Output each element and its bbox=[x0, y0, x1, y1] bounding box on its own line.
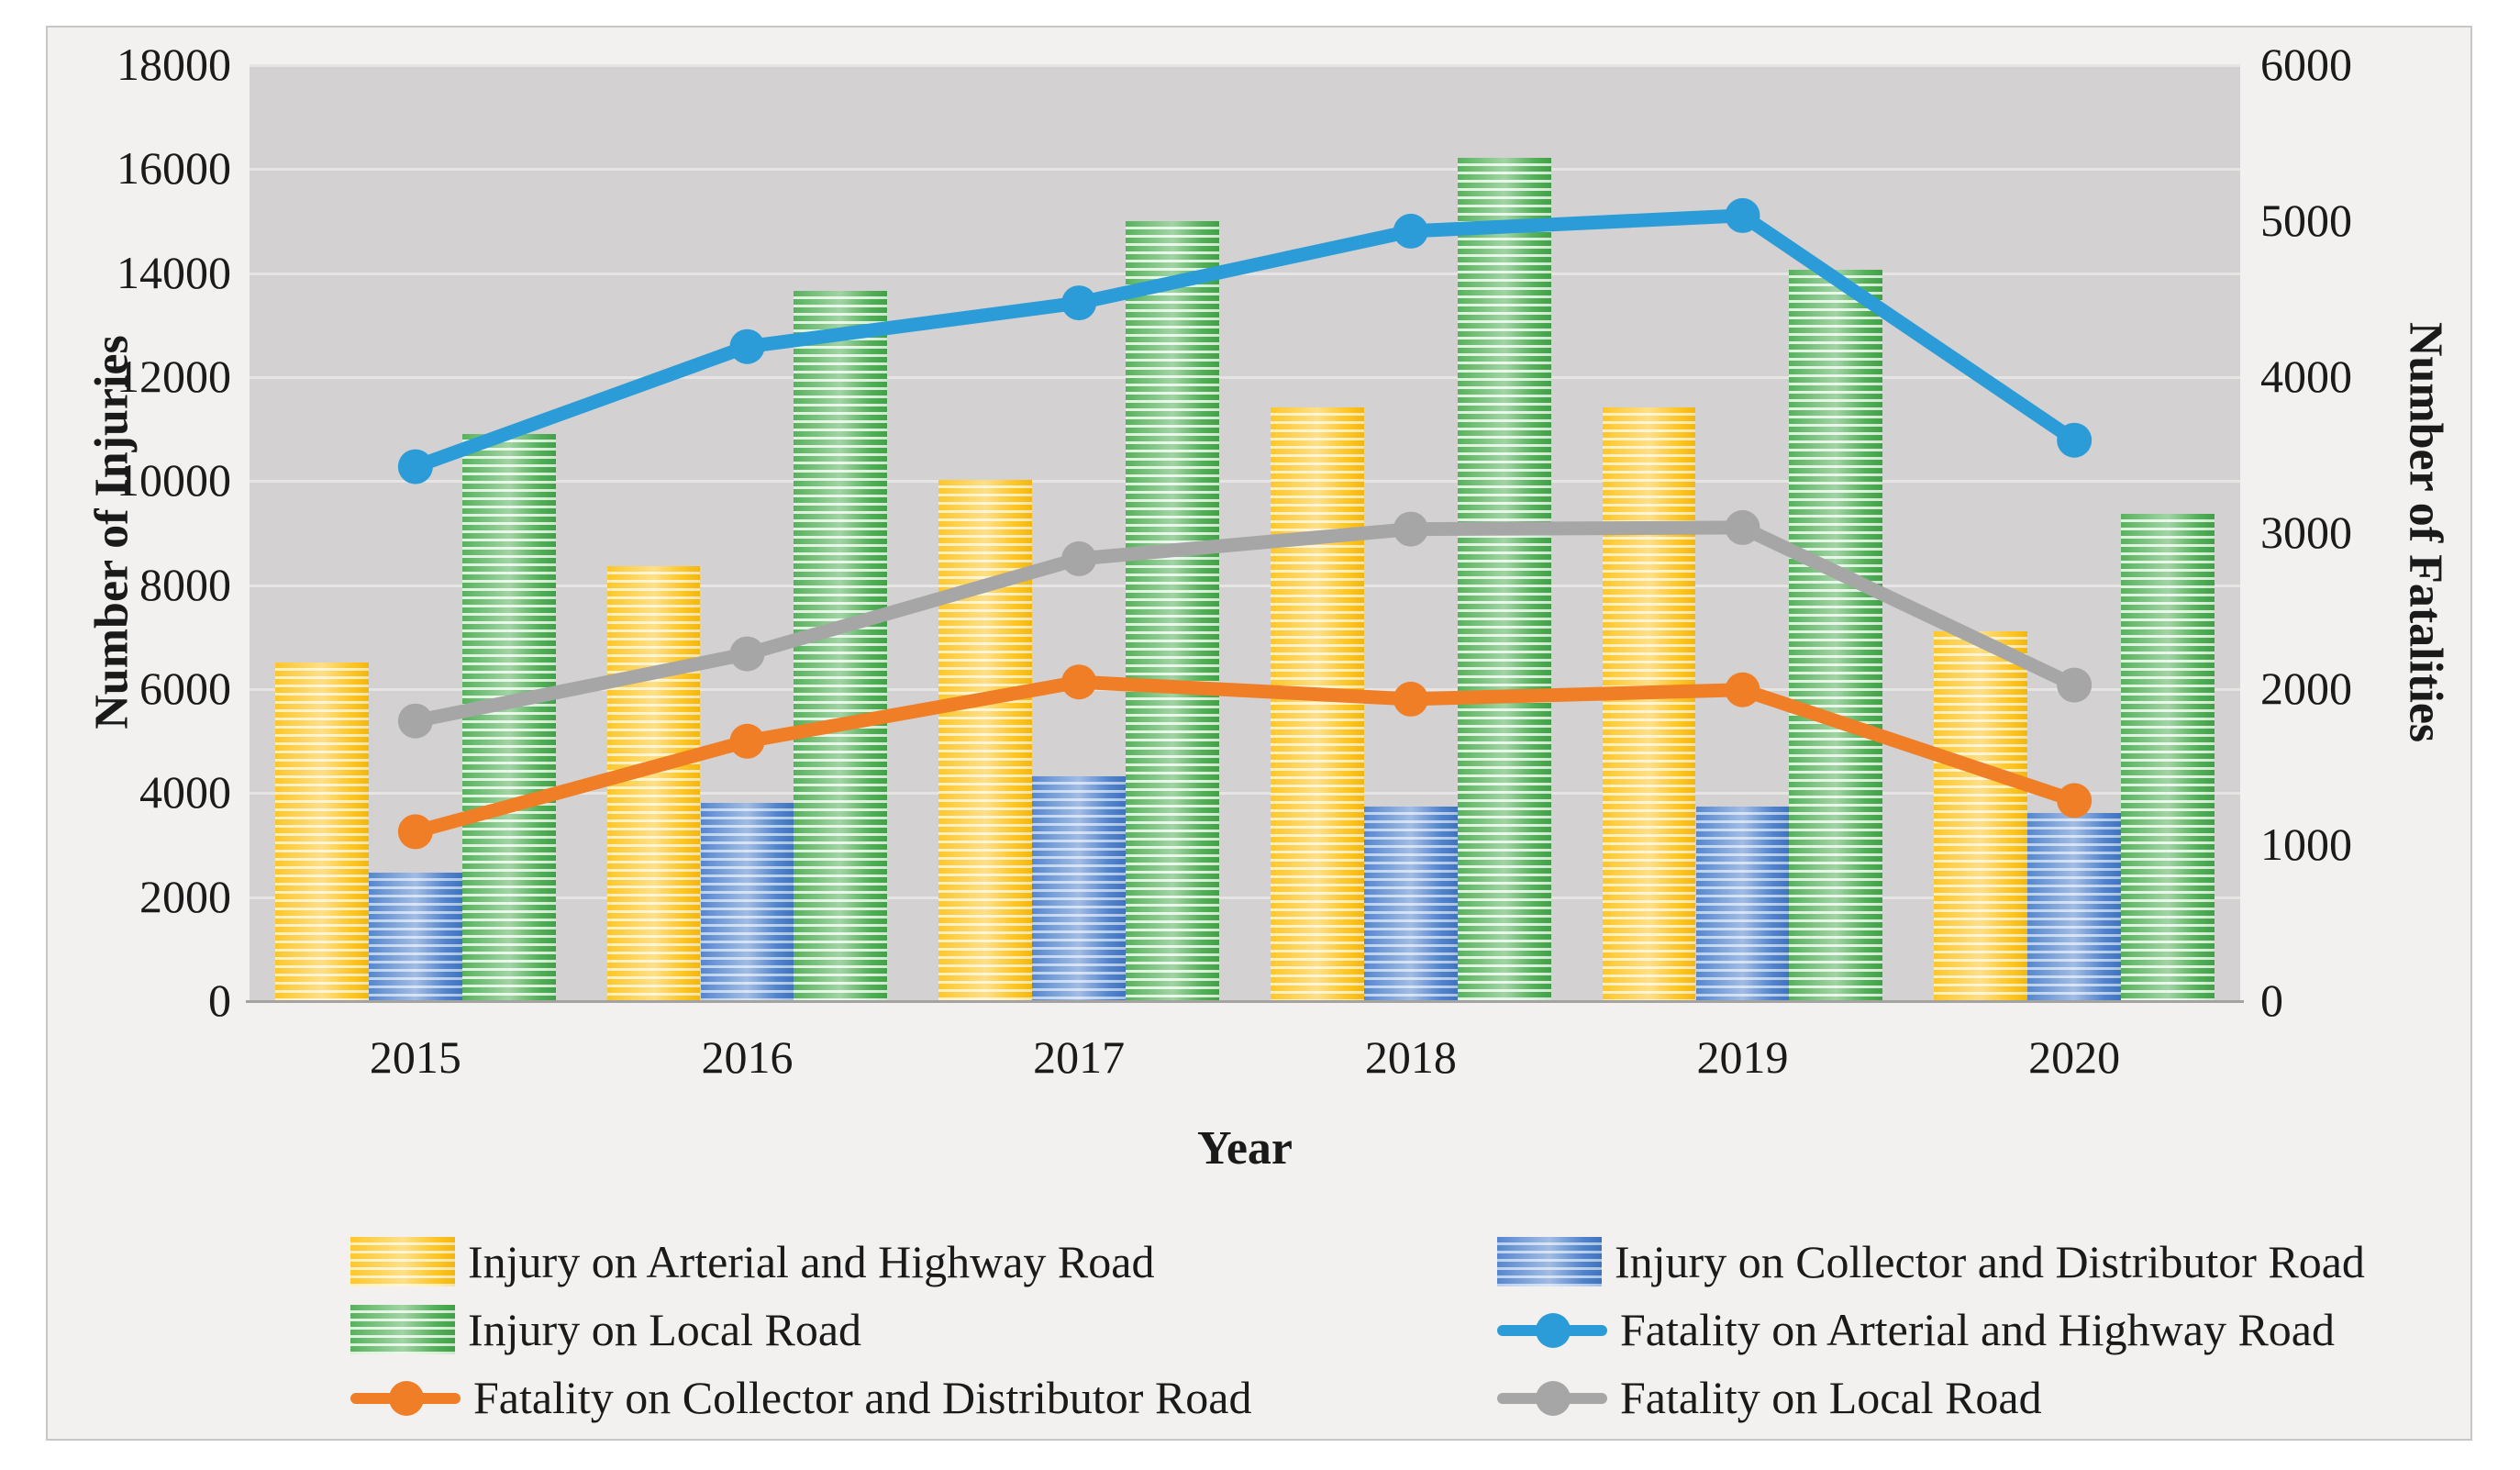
bar-injury-on-collector-and-distributor-road-2020 bbox=[2027, 813, 2122, 1000]
xtick-2017: 2017 bbox=[1033, 1031, 1126, 1083]
legend-column-right: Injury on Collector and Distributor Road… bbox=[1497, 1228, 2365, 1431]
point-fatality-on-collector-and-distributor-road-2019 bbox=[1725, 672, 1760, 707]
legend-item-injury-on-local-road: Injury on Local Road bbox=[350, 1296, 1252, 1364]
legend-label-injury-on-local-road: Injury on Local Road bbox=[468, 1304, 862, 1355]
point-fatality-on-arterial-and-highway-road-2018 bbox=[1393, 213, 1428, 249]
bar-injury-on-arterial-and-highway-road-2020 bbox=[1934, 630, 2028, 1000]
legend-item-injury-on-arterial-and-highway-road: Injury on Arterial and Highway Road bbox=[350, 1228, 1252, 1296]
point-fatality-on-local-road-2017 bbox=[1061, 540, 1097, 576]
bar-injury-on-collector-and-distributor-road-2015 bbox=[368, 873, 462, 1000]
bar-injury-on-collector-and-distributor-road-2018 bbox=[1363, 807, 1458, 1000]
xtick-2019: 2019 bbox=[1696, 1031, 1789, 1083]
left-ytick-2000: 2000 bbox=[139, 870, 231, 922]
point-fatality-on-local-road-2019 bbox=[1725, 509, 1760, 545]
legend-line-marker-fatality-on-arterial-and-highway-road-icon bbox=[1497, 1305, 1607, 1354]
bar-injury-on-local-road-2015 bbox=[461, 434, 556, 1000]
point-fatality-on-local-road-2016 bbox=[729, 636, 765, 672]
point-fatality-on-collector-and-distributor-road-2018 bbox=[1393, 681, 1428, 717]
left-ytick-18000: 18000 bbox=[117, 39, 231, 90]
right-ytick-2000: 2000 bbox=[2260, 663, 2352, 714]
legend-line-marker-fatality-on-collector-and-distributor-road-icon bbox=[350, 1373, 461, 1422]
point-fatality-on-local-road-2015 bbox=[397, 703, 433, 739]
line-fatality-on-local-road bbox=[408, 520, 2081, 729]
legend-label-fatality-on-arterial-and-highway-road: Fatality on Arterial and Highway Road bbox=[1620, 1304, 2336, 1355]
right-ytick-1000: 1000 bbox=[2260, 819, 2352, 870]
bar-injury-on-collector-and-distributor-road-2017 bbox=[1032, 776, 1127, 1000]
point-fatality-on-collector-and-distributor-road-2020 bbox=[2057, 783, 2093, 819]
legend-swatch-injury-on-local-road-icon bbox=[350, 1305, 455, 1354]
left-ytick-6000: 6000 bbox=[139, 663, 231, 714]
legend-item-fatality-on-collector-and-distributor-road: Fatality on Collector and Distributor Ro… bbox=[350, 1364, 1252, 1431]
right-ytick-6000: 6000 bbox=[2260, 39, 2352, 90]
left-ytick-16000: 16000 bbox=[117, 142, 231, 195]
legend-label-fatality-on-collector-and-distributor-road: Fatality on Collector and Distributor Ro… bbox=[473, 1372, 1252, 1423]
x-axis-line bbox=[246, 1000, 2244, 1003]
gridline-18000 bbox=[250, 64, 2240, 67]
legend-swatch-injury-on-collector-and-distributor-road-icon bbox=[1497, 1237, 1602, 1286]
bar-injury-on-arterial-and-highway-road-2016 bbox=[606, 565, 701, 1000]
point-fatality-on-arterial-and-highway-road-2020 bbox=[2057, 422, 2093, 458]
legend-item-fatality-on-local-road: Fatality on Local Road bbox=[1497, 1364, 2365, 1431]
legend-column-left: Injury on Arterial and Highway Road Injur… bbox=[350, 1228, 1252, 1431]
xtick-2018: 2018 bbox=[1364, 1031, 1457, 1083]
bar-injury-on-local-road-2016 bbox=[794, 290, 888, 1000]
x-axis-title: Year bbox=[1197, 1122, 1293, 1175]
bar-injury-on-arterial-and-highway-road-2017 bbox=[938, 480, 1033, 1000]
legend-label-fatality-on-local-road: Fatality on Local Road bbox=[1620, 1372, 2042, 1423]
left-ytick-10000: 10000 bbox=[117, 454, 231, 507]
bar-injury-on-local-road-2019 bbox=[1789, 269, 1883, 1000]
point-fatality-on-local-road-2018 bbox=[1393, 511, 1428, 547]
legend-swatch-injury-on-arterial-and-highway-road-icon bbox=[350, 1237, 455, 1286]
gridline-8000 bbox=[250, 584, 2240, 587]
point-fatality-on-collector-and-distributor-road-2016 bbox=[729, 723, 765, 759]
bar-injury-on-local-road-2018 bbox=[1457, 158, 1551, 1000]
left-ytick-8000: 8000 bbox=[139, 558, 231, 610]
point-fatality-on-collector-and-distributor-road-2017 bbox=[1061, 664, 1097, 700]
left-ytick-14000: 14000 bbox=[117, 246, 231, 298]
plot-area bbox=[246, 64, 2244, 1003]
point-fatality-on-arterial-and-highway-road-2016 bbox=[729, 329, 765, 364]
bar-injury-on-collector-and-distributor-road-2019 bbox=[1695, 807, 1790, 1000]
legend-label-injury-on-collector-and-distributor-road: Injury on Collector and Distributor Road bbox=[1615, 1236, 2365, 1287]
legend-item-injury-on-collector-and-distributor-road: Injury on Collector and Distributor Road bbox=[1497, 1228, 2365, 1296]
bar-injury-on-arterial-and-highway-road-2019 bbox=[1602, 407, 1696, 1000]
xtick-2015: 2015 bbox=[369, 1031, 461, 1083]
right-ytick-0: 0 bbox=[2260, 974, 2283, 1026]
point-fatality-on-collector-and-distributor-road-2015 bbox=[397, 814, 433, 850]
gridline-10000 bbox=[250, 480, 2240, 484]
gridline-4000 bbox=[250, 792, 2240, 796]
left-ytick-0: 0 bbox=[208, 974, 231, 1026]
bar-injury-on-arterial-and-highway-road-2018 bbox=[1270, 407, 1364, 1000]
right-ytick-5000: 5000 bbox=[2260, 195, 2352, 246]
right-ytick-3000: 3000 bbox=[2260, 507, 2352, 558]
bar-injury-on-local-road-2020 bbox=[2121, 514, 2215, 1000]
line-series-layer bbox=[397, 197, 2093, 850]
gridline-2000 bbox=[250, 896, 2240, 899]
point-fatality-on-arterial-and-highway-road-2017 bbox=[1061, 285, 1097, 321]
line-fatality-on-collector-and-distributor-road bbox=[408, 674, 2081, 839]
xtick-2020: 2020 bbox=[2028, 1031, 2121, 1083]
legend-item-fatality-on-arterial-and-highway-road: Fatality on Arterial and Highway Road bbox=[1497, 1296, 2365, 1364]
point-fatality-on-arterial-and-highway-road-2019 bbox=[1725, 197, 1760, 233]
point-fatality-on-local-road-2020 bbox=[2057, 667, 2093, 703]
bar-injury-on-local-road-2017 bbox=[1126, 221, 1220, 1000]
point-fatality-on-arterial-and-highway-road-2015 bbox=[397, 449, 433, 484]
right-ytick-4000: 4000 bbox=[2260, 351, 2352, 402]
bar-injury-on-arterial-and-highway-road-2015 bbox=[274, 662, 369, 1000]
left-ytick-12000: 12000 bbox=[117, 351, 231, 402]
left-ytick-4000: 4000 bbox=[139, 766, 231, 819]
chart-panel: Number of Injuries Number of Fatalities … bbox=[46, 26, 2472, 1441]
xtick-2016: 2016 bbox=[701, 1031, 794, 1083]
line-fatality-on-arterial-and-highway-road bbox=[408, 208, 2081, 474]
gridline-16000 bbox=[250, 168, 2240, 172]
legend-label-injury-on-arterial-and-highway-road: Injury on Arterial and Highway Road bbox=[468, 1236, 1155, 1287]
legend-line-marker-fatality-on-local-road-icon bbox=[1497, 1373, 1607, 1422]
gridline-12000 bbox=[250, 376, 2240, 379]
bar-injury-on-collector-and-distributor-road-2016 bbox=[700, 802, 794, 1000]
